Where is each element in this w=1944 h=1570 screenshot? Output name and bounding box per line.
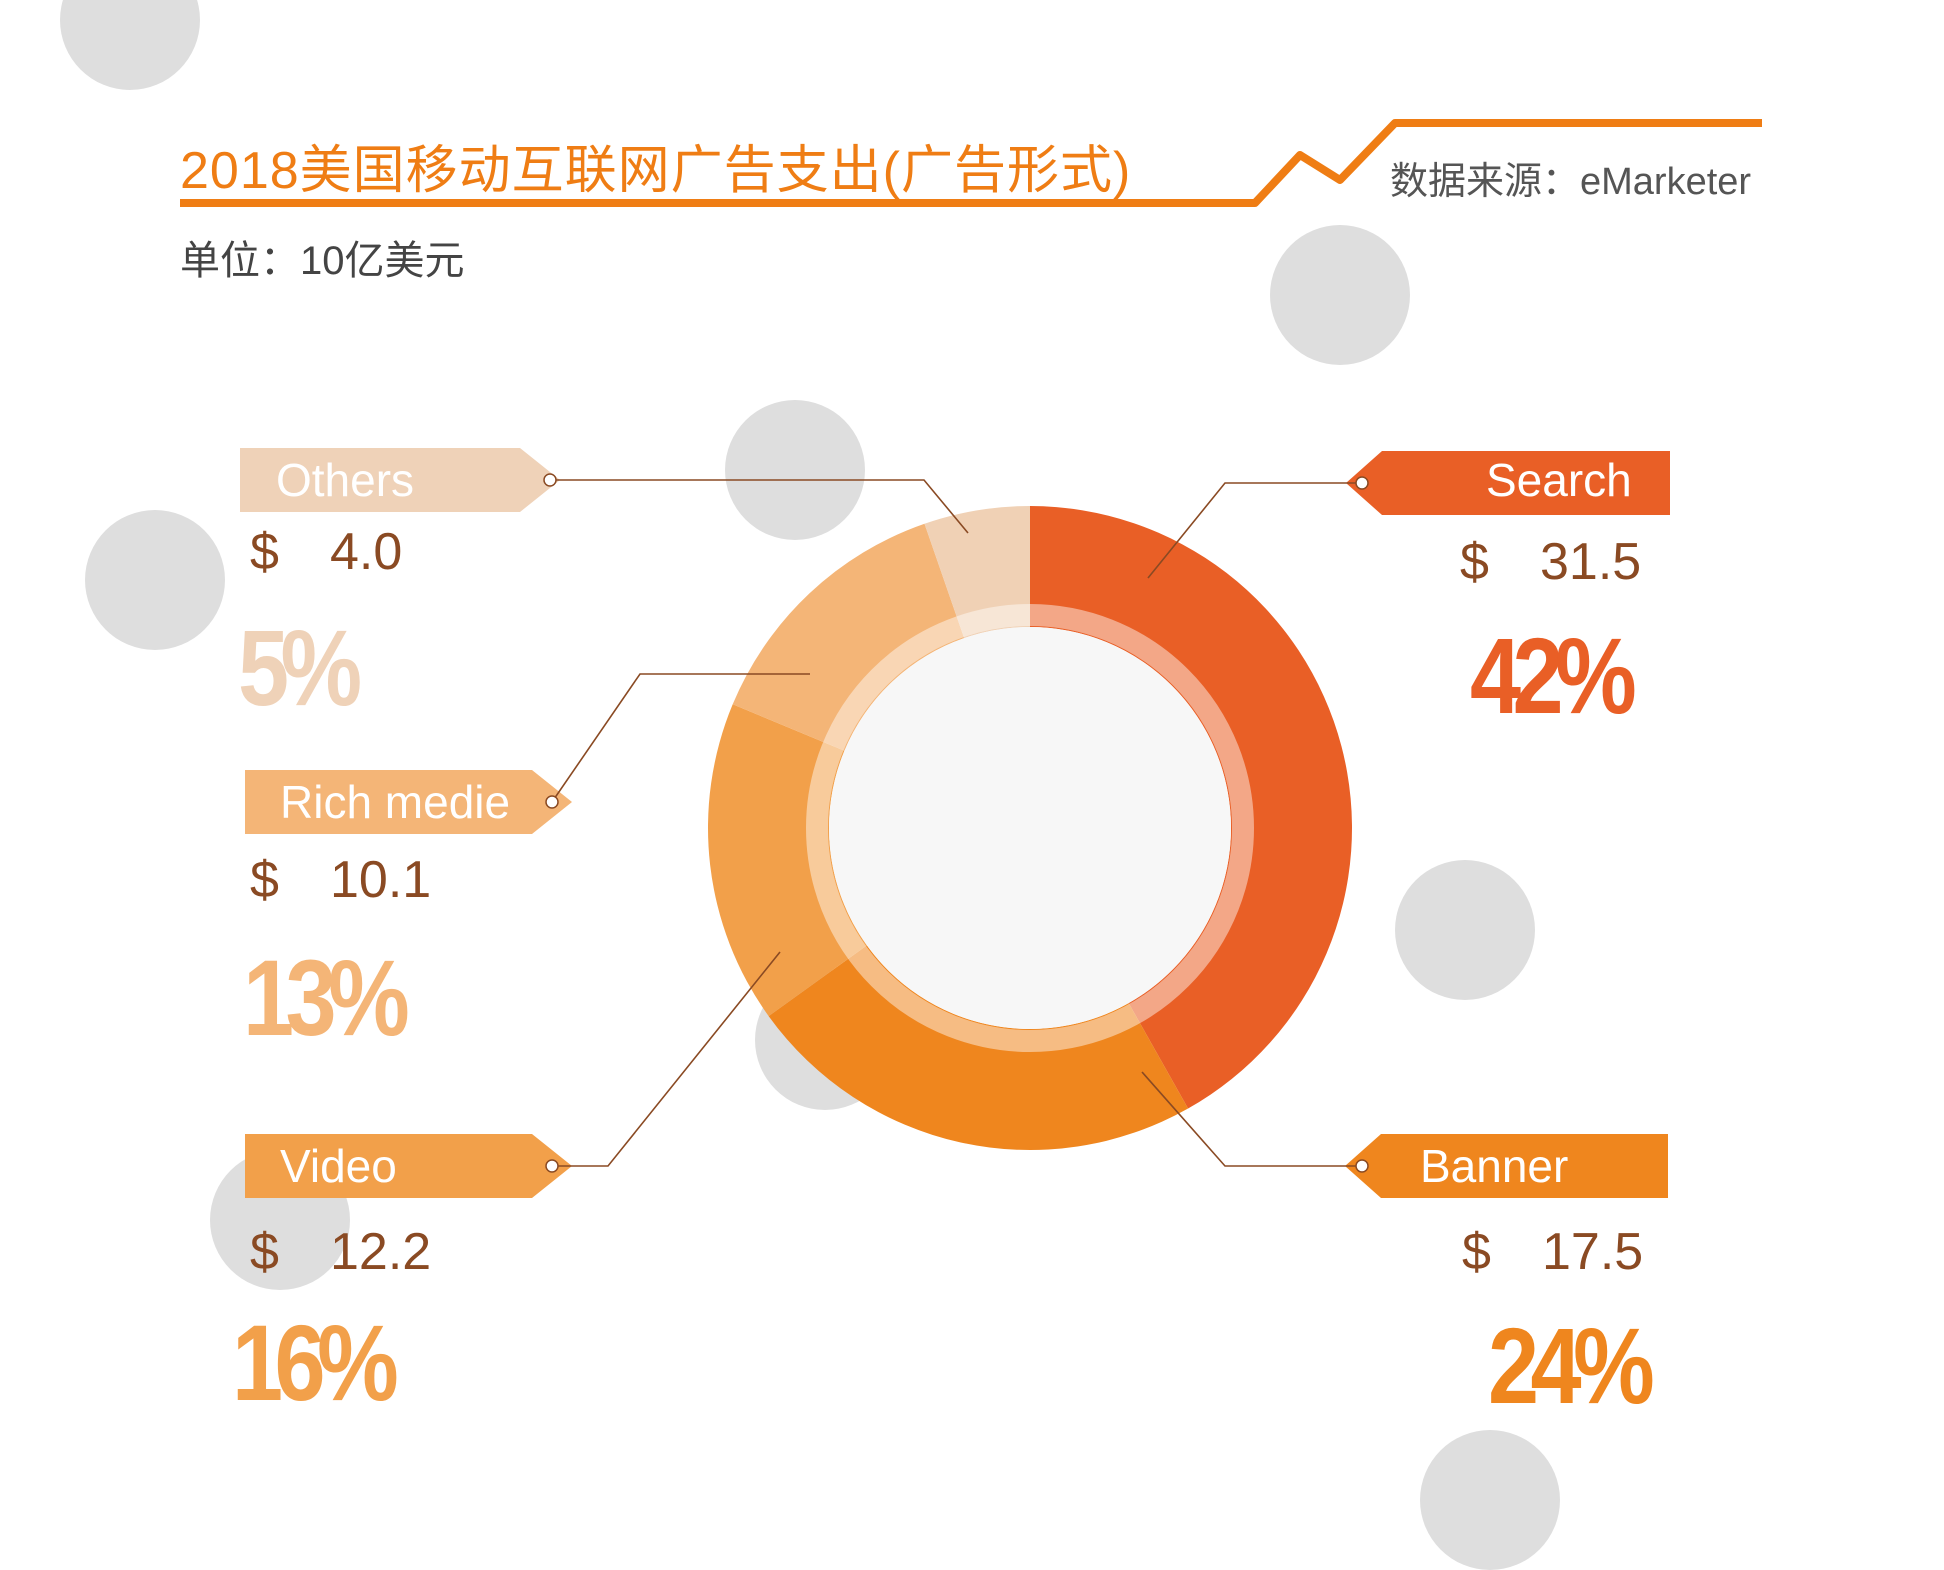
unit-label: 单位：10亿美元 xyxy=(180,239,465,283)
currency-symbol: $ xyxy=(1460,533,1489,591)
watermark-logo-icon xyxy=(1270,225,1410,365)
watermark-logo-icon xyxy=(85,510,225,650)
tag-rich-medie xyxy=(245,770,572,834)
amount-value: 12.2 xyxy=(330,1223,432,1281)
percent-rich-medie: 13% xyxy=(243,937,410,1058)
tag-label-search: Search xyxy=(1486,454,1632,506)
currency-symbol: $ xyxy=(250,1223,279,1281)
tag-others xyxy=(240,448,560,512)
amount-banner: $17.5 xyxy=(1462,1222,1643,1282)
donut-slice-rich-medie xyxy=(732,523,965,751)
percent-video: 16% xyxy=(232,1302,399,1423)
currency-symbol: $ xyxy=(250,523,279,581)
percent-banner: 24% xyxy=(1488,1305,1655,1426)
leader-dot-search xyxy=(1355,476,1369,490)
amount-value: 10.1 xyxy=(330,851,432,909)
tag-search xyxy=(1346,451,1670,515)
amount-value: 17.5 xyxy=(1542,1223,1644,1281)
leader-line-rich-medie xyxy=(551,673,810,803)
tag-banner xyxy=(1345,1134,1668,1198)
donut-slice-others xyxy=(924,506,1030,639)
amount-value: 4.0 xyxy=(330,523,403,581)
donut-slice-banner xyxy=(768,945,1189,1150)
donut-inner-ring xyxy=(806,604,1254,1052)
donut-slice-search xyxy=(1030,506,1353,1109)
leader-dot-banner xyxy=(1355,1159,1369,1173)
tag-label-banner: Banner xyxy=(1420,1140,1569,1192)
currency-symbol: $ xyxy=(250,851,279,909)
currency-symbol: $ xyxy=(1462,1223,1491,1281)
leader-line-video xyxy=(552,951,781,1167)
tag-video xyxy=(245,1134,572,1198)
tag-label-others: Others xyxy=(276,454,415,506)
leader-dot-rich-medie xyxy=(545,795,559,809)
leader-line-others xyxy=(550,479,969,534)
amount-video: $12.2 xyxy=(250,1222,431,1282)
amount-value: 31.5 xyxy=(1540,533,1642,591)
data-source: 数据来源：eMarketer xyxy=(1390,161,1752,203)
donut-slice-video xyxy=(707,704,867,1017)
chart-stage: 2018美国移动互联网广告支出(广告形式) 数据来源：eMarketer 单位：… xyxy=(60,0,1762,1570)
donut-chart xyxy=(180,119,1762,1198)
amount-others: $4.0 xyxy=(250,522,402,582)
percent-search: 42% xyxy=(1470,615,1637,736)
amount-rich-medie: $10.1 xyxy=(250,850,431,910)
leader-dot-others xyxy=(543,473,557,487)
tag-label-video: Video xyxy=(280,1140,397,1192)
leader-line-banner xyxy=(1141,1071,1362,1167)
percent-others: 5% xyxy=(238,607,362,728)
header-rule xyxy=(180,119,1762,207)
watermark-logo-icon xyxy=(1395,860,1535,1000)
amount-search: $31.5 xyxy=(1460,532,1641,592)
leader-dot-video xyxy=(545,1159,559,1173)
chart-title: 2018美国移动互联网广告支出(广告形式) xyxy=(180,142,1132,200)
tag-label-rich-medie: Rich medie xyxy=(280,776,511,828)
watermark-logo-icon xyxy=(725,400,865,540)
donut-center xyxy=(829,627,1231,1029)
leader-line-search xyxy=(1147,482,1362,579)
